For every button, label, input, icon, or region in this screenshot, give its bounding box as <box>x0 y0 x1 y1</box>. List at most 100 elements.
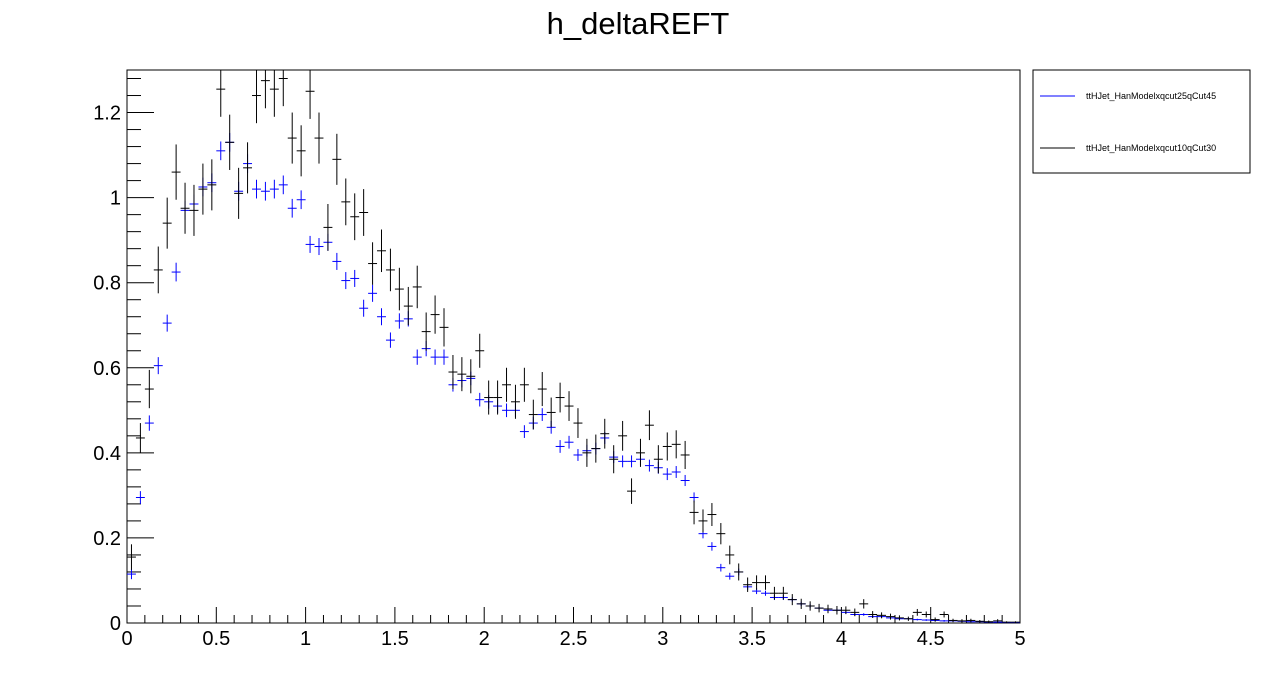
data-point <box>805 601 815 611</box>
data-point <box>787 594 797 606</box>
data-point <box>252 179 261 199</box>
data-point <box>716 563 726 572</box>
y-tick-label: 0.8 <box>93 273 121 295</box>
y-tick-label: 1.2 <box>93 103 121 125</box>
x-tick-label: 3 <box>657 628 668 650</box>
data-point <box>234 167 244 219</box>
data-point <box>144 415 154 431</box>
data-point <box>198 163 208 215</box>
data-point <box>939 611 949 618</box>
data-point <box>278 70 288 107</box>
data-point <box>528 399 538 430</box>
data-point <box>171 144 181 200</box>
legend-label: ttHJet_HanModelxqcut25qCut45 <box>1086 91 1216 101</box>
data-point <box>144 369 154 409</box>
data-point <box>671 466 681 478</box>
data-point <box>296 190 306 210</box>
data-point <box>394 313 404 329</box>
data-point <box>216 70 226 117</box>
data-point <box>725 545 735 565</box>
data-point <box>850 608 860 617</box>
data-point <box>636 438 645 467</box>
data-point <box>564 435 574 449</box>
data-point <box>314 238 324 256</box>
data-point <box>886 613 895 620</box>
data-point <box>475 392 485 407</box>
data-point <box>671 430 681 459</box>
data-point <box>921 619 931 621</box>
data-point <box>377 308 386 326</box>
data-point <box>734 563 744 581</box>
data-point <box>127 544 136 570</box>
data-point <box>475 333 485 368</box>
data-point <box>1011 621 1020 623</box>
data-point <box>743 577 753 592</box>
data-point <box>903 616 913 621</box>
data-point <box>707 542 717 551</box>
data-point <box>341 178 351 226</box>
data-point <box>171 262 181 282</box>
data-point <box>314 112 324 164</box>
data-point <box>716 523 726 545</box>
series-2 <box>127 70 1020 623</box>
data-point <box>984 620 994 623</box>
data-point <box>305 70 315 119</box>
data-point <box>216 141 226 161</box>
data-point <box>555 440 565 453</box>
legend-box <box>1032 69 1251 174</box>
data-point <box>252 70 261 124</box>
data-point <box>796 598 806 609</box>
data-point <box>430 295 440 334</box>
data-point <box>618 420 628 451</box>
x-tick-label: 4 <box>836 628 847 650</box>
data-point <box>609 445 619 474</box>
data-point <box>385 332 395 348</box>
data-point <box>912 608 922 616</box>
data-point <box>225 114 235 170</box>
data-point <box>627 478 637 504</box>
data-point <box>510 384 520 419</box>
data-point <box>662 432 672 461</box>
series-layer <box>127 70 1020 624</box>
y-tick-label: 0.6 <box>93 358 121 380</box>
data-point <box>153 246 163 294</box>
data-point <box>680 474 690 487</box>
data-point <box>439 349 449 365</box>
data-point <box>537 372 547 407</box>
data-point <box>323 203 333 251</box>
data-point <box>341 272 351 290</box>
data-point <box>814 603 824 613</box>
data-point <box>680 440 690 470</box>
data-point <box>859 613 869 616</box>
data-point <box>305 235 315 253</box>
x-tick-label: 1.5 <box>381 628 409 650</box>
data-point <box>430 349 440 365</box>
x-tick-label: 1 <box>300 628 311 650</box>
y-tick-label: 0 <box>110 613 121 635</box>
data-point <box>127 568 136 580</box>
data-point <box>761 575 770 590</box>
data-point <box>368 242 378 285</box>
data-point <box>457 357 467 392</box>
data-point <box>368 284 378 302</box>
data-point <box>162 314 172 332</box>
data-point <box>260 181 270 201</box>
chart-title: h_deltaREFT <box>547 6 730 41</box>
data-point <box>502 367 511 402</box>
data-point <box>921 611 931 618</box>
data-point <box>421 312 431 351</box>
data-point <box>644 459 654 472</box>
x-tick-label: 0 <box>121 628 132 650</box>
data-point <box>502 403 511 418</box>
data-point <box>868 611 878 618</box>
data-point <box>359 299 369 317</box>
data-point <box>439 308 449 347</box>
data-point <box>412 349 422 365</box>
data-point <box>582 438 592 467</box>
data-point <box>448 355 458 390</box>
data-point <box>287 198 297 218</box>
x-tick-label: 0.5 <box>202 628 230 650</box>
data-point <box>1002 621 1012 623</box>
data-point <box>689 500 699 525</box>
data-point <box>484 380 494 415</box>
